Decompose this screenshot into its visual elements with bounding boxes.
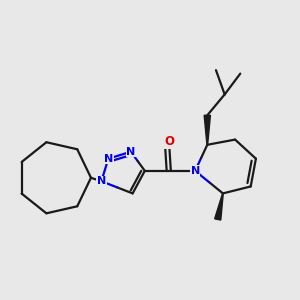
Text: N: N	[104, 154, 113, 164]
Polygon shape	[214, 193, 223, 220]
Text: N: N	[190, 166, 200, 176]
Text: N: N	[126, 147, 136, 157]
Text: O: O	[164, 135, 174, 148]
Text: N: N	[97, 176, 106, 186]
Polygon shape	[204, 115, 210, 145]
